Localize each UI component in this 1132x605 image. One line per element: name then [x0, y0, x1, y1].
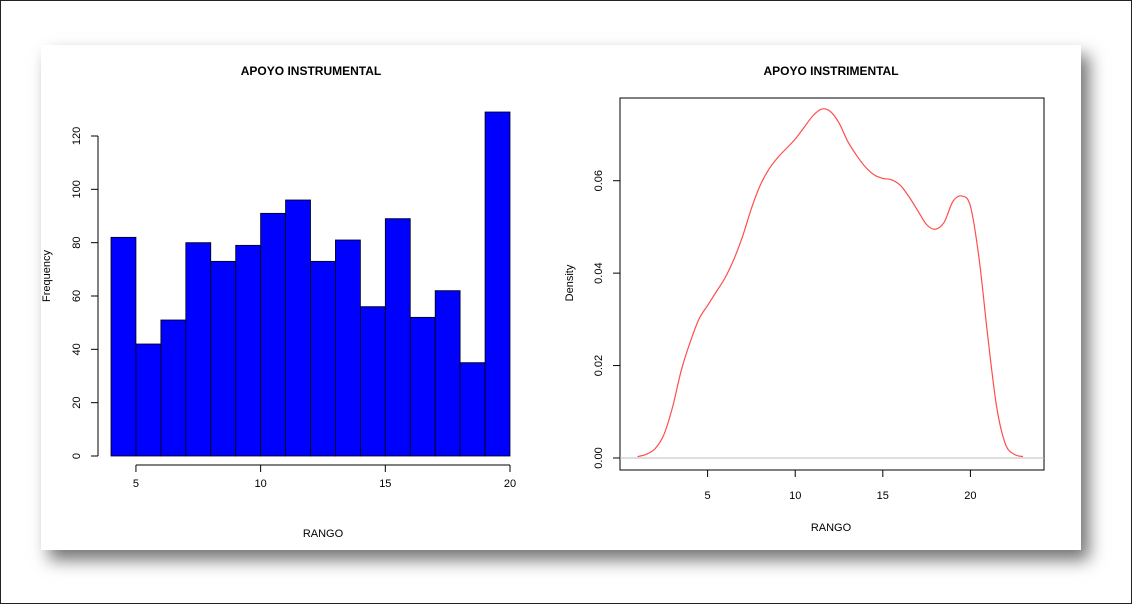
histogram-y-tick-label: 40 — [71, 343, 83, 355]
histogram-bar — [185, 242, 212, 457]
density-chart: APOYO INSTRIMENTAL RANGO Density 5 10 15 20… — [564, 64, 1045, 534]
histogram-title: APOYO INSTRUMENTAL — [241, 64, 381, 78]
histogram-x-tick-label: 10 — [255, 478, 267, 490]
histogram-y-tick-label: 100 — [71, 180, 83, 198]
histogram-y-tick-label: 80 — [71, 237, 83, 249]
density-y-axis-label: Density — [564, 264, 576, 301]
histogram-x-tick-label: 20 — [504, 478, 516, 490]
histogram-bar — [260, 212, 286, 457]
histogram-bar — [110, 236, 137, 457]
density-x-tick-label: 15 — [877, 490, 889, 502]
histogram-bar — [285, 199, 311, 457]
density-y-tick-label: 0.00 — [593, 447, 605, 468]
histogram-bar — [160, 319, 187, 457]
histogram-bar — [235, 244, 262, 457]
histogram-x-axis-label: RANGO — [303, 528, 344, 540]
density-y-tick-label: 0.04 — [593, 262, 605, 283]
histogram-y-tick-label: 0 — [71, 453, 83, 459]
density-x-tick-label: 5 — [705, 490, 711, 502]
histogram-y-tick-label: 60 — [71, 290, 83, 302]
histogram-bar — [359, 306, 386, 457]
density-axes: 5 10 15 20 0.00 0.02 0.04 0.06 — [593, 170, 977, 502]
histogram-bar — [335, 239, 361, 457]
histogram-bar — [484, 111, 511, 457]
density-plot-box — [619, 97, 1045, 471]
histogram-axes: 5 10 15 20 0 20 40 60 80 100 120 — [71, 127, 516, 490]
histogram-x-tick-label: 15 — [379, 478, 391, 490]
density-x-tick-label: 20 — [964, 490, 976, 502]
histogram-x-tick-label: 5 — [133, 478, 139, 490]
histogram-bar — [135, 343, 162, 457]
histogram-y-axis-label: Frequency — [41, 250, 53, 302]
histogram-bar — [459, 362, 486, 457]
histogram-chart: APOYO INSTRUMENTAL RANGO Frequency 5 10 15… — [41, 64, 516, 540]
histogram-bar — [409, 316, 436, 457]
histogram-bar — [210, 260, 237, 457]
histogram-y-tick-label: 120 — [71, 127, 83, 145]
density-y-tick-label: 0.02 — [593, 355, 605, 376]
density-y-tick-label: 0.06 — [593, 170, 605, 191]
density-title: APOYO INSTRIMENTAL — [763, 64, 898, 78]
density-x-axis-label: RANGO — [811, 522, 852, 534]
histogram-bar — [310, 260, 336, 457]
density-curve — [637, 108, 1024, 458]
histogram-y-tick-label: 20 — [71, 397, 83, 409]
histogram-bar — [434, 290, 461, 457]
density-x-tick-label: 10 — [789, 490, 801, 502]
histogram-bar — [384, 218, 411, 457]
histogram-bars — [110, 111, 511, 457]
